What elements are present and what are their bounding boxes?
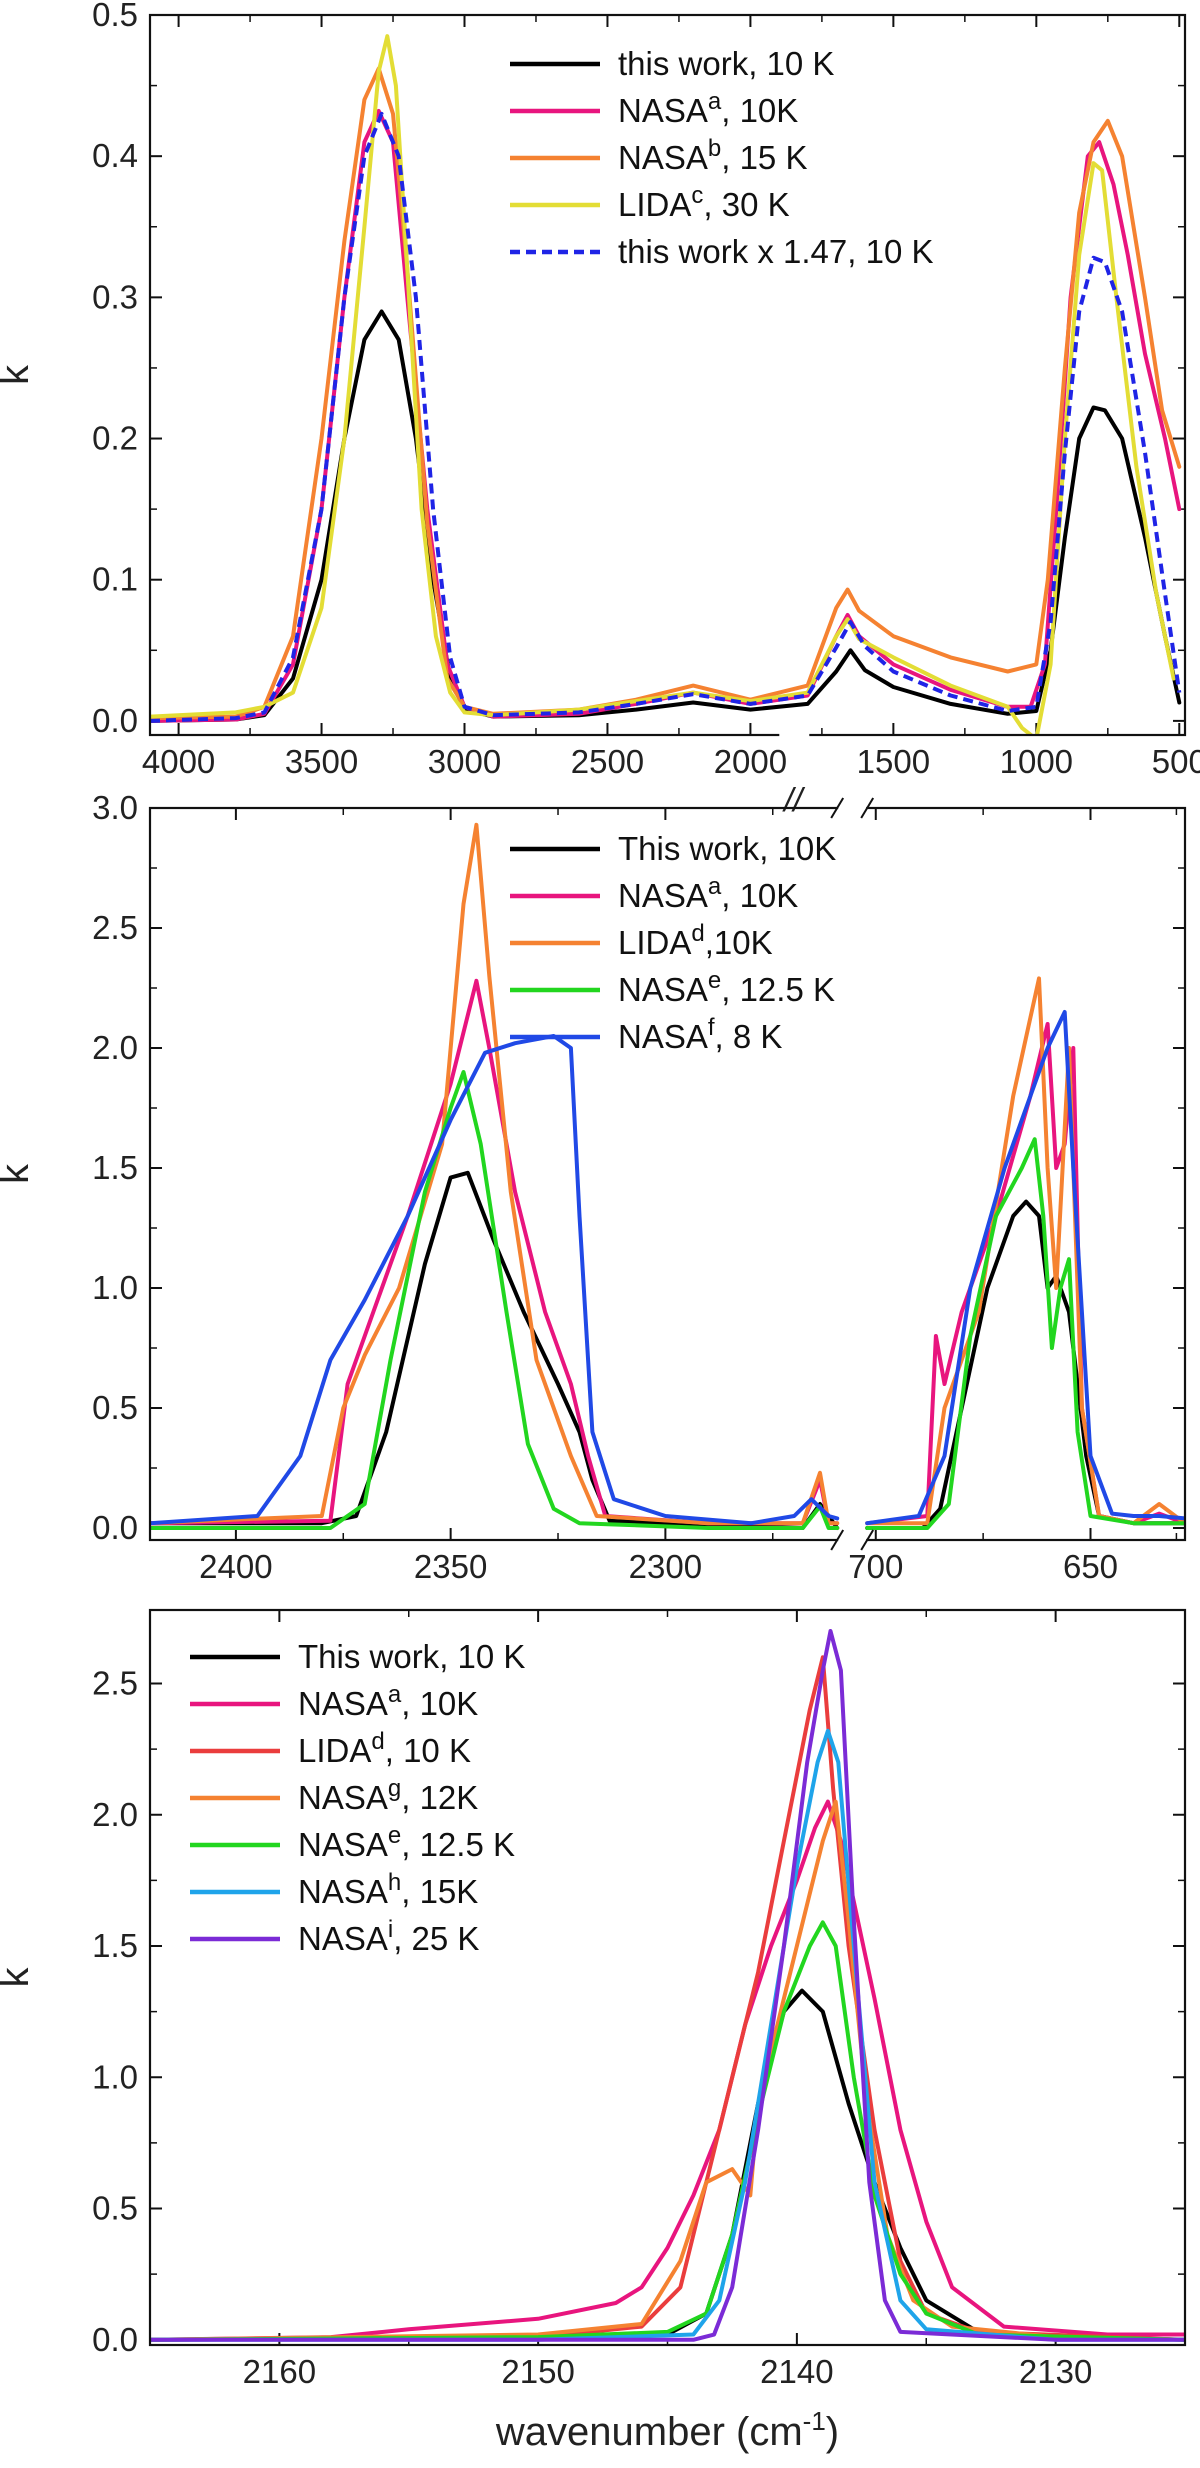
series-line-5	[150, 1920, 1185, 2342]
axis-break-gap	[838, 804, 867, 812]
legend-entry: This work, 10K	[618, 830, 836, 867]
legend-entry: NASAh, 15K	[298, 1869, 478, 1911]
series-line-1	[150, 1170, 1185, 1530]
x-tick-label: 2350	[414, 1548, 487, 1585]
y-tick-label: 2.0	[92, 1029, 138, 1066]
legend-entry: NASAe, 12.5 K	[298, 1822, 515, 1864]
x-tick-label: 2500	[571, 743, 644, 780]
plot-frame	[148, 1608, 1187, 2347]
x-tick-label: 650	[1063, 1548, 1118, 1585]
y-tick-label: 0.4	[92, 137, 138, 174]
y-tick-label: 1.5	[92, 1927, 138, 1964]
legend-entry: This work, 10 K	[298, 1638, 525, 1675]
legend-entry: NASAb, 15 K	[618, 135, 807, 177]
y-axis-title: k	[0, 1967, 37, 1988]
plot-area	[150, 1629, 1185, 2342]
y-tick-label: 0.5	[92, 2190, 138, 2227]
legend-entry: NASAa, 10K	[298, 1681, 478, 1723]
plot-area	[150, 34, 1182, 735]
x-tick-label: 2150	[501, 2353, 574, 2390]
x-tick-label: 2130	[1019, 2353, 1092, 2390]
legend-entry: this work x 1.47, 10 K	[618, 233, 934, 270]
x-tick-label: 1000	[1000, 743, 1073, 780]
y-tick-label: 2.0	[92, 1796, 138, 1833]
axis-break-gap	[779, 723, 810, 747]
y-tick-label: 1.0	[92, 2058, 138, 2095]
x-tick-label: 3500	[285, 743, 358, 780]
series-line-4	[150, 1799, 1185, 2342]
x-tick-label: 4000	[142, 743, 215, 780]
series-line-7	[150, 1629, 1185, 2342]
x-tick-label: 2160	[243, 2353, 316, 2390]
legend-entry: NASAa, 10K	[618, 873, 798, 915]
series-line-3	[150, 1655, 1185, 2342]
series-line-1	[150, 309, 1182, 723]
x-tick-label: 2300	[629, 1548, 702, 1585]
legend-entry: LIDAd,10K	[618, 920, 773, 962]
legend: This work, 10K NASAa, 10K LIDAd,10K NASAe, …	[510, 830, 836, 1055]
plot-area	[150, 822, 1185, 1530]
y-tick-label: 0.0	[92, 702, 138, 739]
legend-entry: NASAi, 25 K	[298, 1916, 479, 1958]
x-tick-label: 3000	[428, 743, 501, 780]
legend-entry: NASAe, 12.5 K	[618, 967, 835, 1009]
legend-entry: NASAf, 8 K	[618, 1014, 782, 1056]
y-tick-label: 1.5	[92, 1149, 138, 1186]
axis-break-slash	[830, 797, 845, 819]
y-axis-title: k	[0, 364, 37, 385]
legend-entry: this work, 10 K	[618, 45, 834, 82]
legend-entry: LIDAc, 30 K	[618, 182, 790, 224]
y-tick-label: 3.0	[92, 789, 138, 826]
series-line-4	[150, 34, 1176, 735]
y-tick-label: 0.5	[92, 1389, 138, 1426]
legend: This work, 10 K NASAa, 10K LIDAd, 10 K NASA…	[190, 1638, 525, 1957]
x-tick-label: 1500	[857, 743, 930, 780]
axis-break-slash	[860, 797, 875, 819]
x-axis-title: wavenumber (cm-1)	[495, 2406, 839, 2454]
legend-entry: NASAa, 10K	[618, 88, 798, 130]
axis-break-label: //	[782, 781, 805, 818]
axis-break-gap	[838, 1536, 867, 1544]
series-line-5	[150, 111, 1182, 723]
y-tick-label: 0.0	[92, 1509, 138, 1546]
y-axis-title: k	[0, 1163, 37, 1184]
x-tick-label: 2000	[714, 743, 787, 780]
series-line-1	[150, 1988, 1185, 2342]
chart-panel-bottom: 0.0 0.5 1.0 1.5 2.0 2.5 2160 2150 2140 2130 k waven…	[0, 1608, 1187, 2454]
plot-frame	[148, 13, 1187, 737]
plot-frame	[148, 806, 1187, 1542]
y-tick-label: 2.5	[92, 1665, 138, 1702]
series-line-4	[150, 1070, 1185, 1530]
series-line-6	[150, 1728, 1185, 2342]
series-line-2	[150, 1799, 1185, 2342]
x-tick-label: 2140	[760, 2353, 833, 2390]
series-line-5	[150, 1010, 1185, 1526]
x-tick-label: 500	[1152, 743, 1200, 780]
y-tick-label: 0.2	[92, 420, 138, 457]
axis-break-slash	[830, 1529, 845, 1551]
chart-panel-top: 0.0 0.1 0.2 0.3 0.4 0.5 4000 3500 3000 2500 2000 15…	[0, 0, 1200, 818]
y-tick-label: 0.5	[92, 0, 138, 33]
legend-entry: LIDAd, 10 K	[298, 1728, 471, 1770]
y-tick-label: 1.0	[92, 1269, 138, 1306]
x-tick-label: 700	[848, 1548, 903, 1585]
y-tick-label: 0.3	[92, 278, 138, 315]
x-tick-label: 2400	[199, 1548, 272, 1585]
axis-break-slash	[860, 1529, 875, 1551]
y-tick-label: 2.5	[92, 909, 138, 946]
y-tick-label: 0.1	[92, 561, 138, 598]
y-tick-label: 0.0	[92, 2321, 138, 2358]
legend: this work, 10 K NASAa, 10K NASAb, 15 K LIDA…	[510, 45, 934, 270]
chart-panel-middle: 0.0 0.5 1.0 1.5 2.0 2.5 3.0 2400 2350 2300 700 650 k…	[0, 789, 1187, 1585]
legend-entry: NASAg, 12K	[298, 1775, 478, 1817]
